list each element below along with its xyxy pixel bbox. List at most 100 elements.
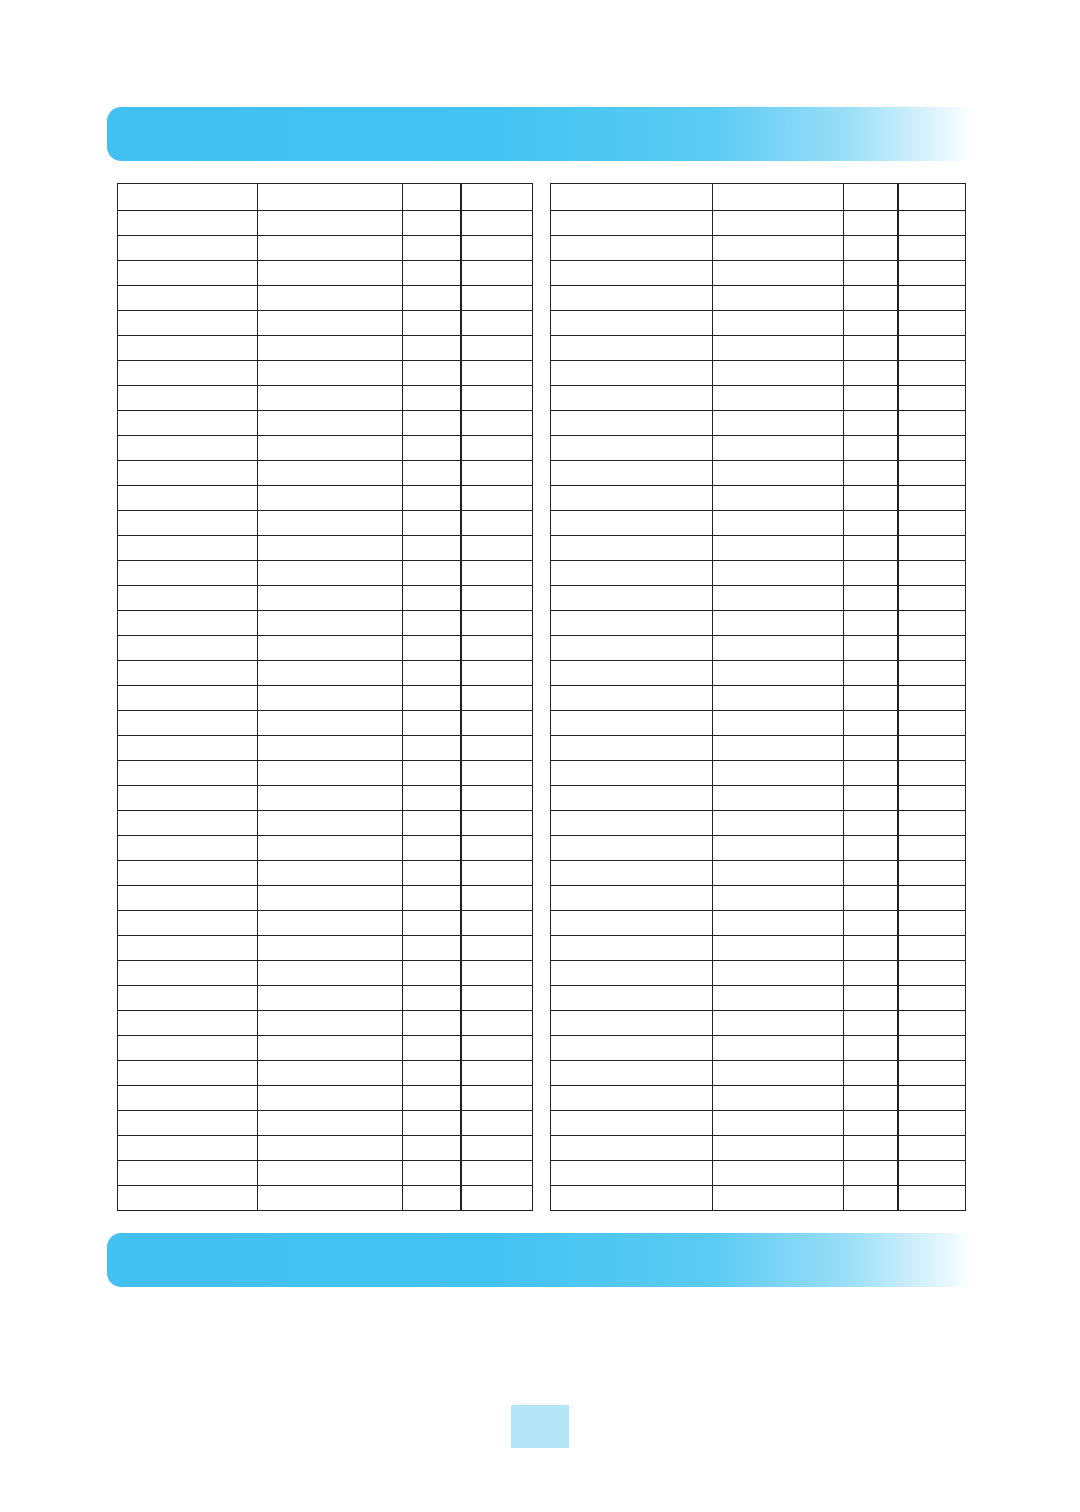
table-cell bbox=[843, 660, 898, 686]
table-cell bbox=[257, 810, 403, 836]
table-cell bbox=[550, 735, 713, 761]
table-cell bbox=[712, 710, 844, 736]
table-row bbox=[117, 485, 533, 511]
table-cell bbox=[896, 860, 966, 886]
table-cell bbox=[459, 985, 533, 1011]
table-row bbox=[117, 510, 533, 536]
table-row bbox=[550, 485, 966, 511]
table-cell bbox=[843, 435, 898, 461]
table-cell bbox=[459, 785, 533, 811]
table-cell bbox=[402, 560, 461, 586]
table-row bbox=[117, 685, 533, 711]
table-cell bbox=[896, 810, 966, 836]
table-row bbox=[117, 360, 533, 386]
table-cell bbox=[257, 585, 403, 611]
table-cell bbox=[896, 910, 966, 936]
table-cell bbox=[550, 335, 713, 361]
table-cell bbox=[712, 985, 844, 1011]
table-row bbox=[550, 235, 966, 261]
table-cell bbox=[896, 785, 966, 811]
table-cell bbox=[459, 1185, 533, 1211]
table-cell bbox=[117, 710, 258, 736]
table-cell bbox=[459, 760, 533, 786]
table-cell bbox=[257, 335, 403, 361]
table-cell bbox=[459, 860, 533, 886]
table-cell bbox=[712, 1010, 844, 1036]
table-cell bbox=[896, 1160, 966, 1186]
table-cell bbox=[712, 410, 844, 436]
table-cell bbox=[257, 635, 403, 661]
table-row bbox=[117, 1010, 533, 1036]
table-cell bbox=[459, 535, 533, 561]
table-cell bbox=[402, 510, 461, 536]
table-row bbox=[117, 385, 533, 411]
table-cell bbox=[843, 885, 898, 911]
table-cell bbox=[402, 210, 461, 236]
table-cell bbox=[117, 335, 258, 361]
table-row bbox=[550, 960, 966, 986]
table-cell bbox=[550, 710, 713, 736]
table-cell bbox=[843, 260, 898, 286]
table-row bbox=[117, 810, 533, 836]
table-cell bbox=[712, 335, 844, 361]
table-row bbox=[117, 460, 533, 486]
table-cell bbox=[459, 410, 533, 436]
table-cell bbox=[459, 310, 533, 336]
table-row bbox=[117, 635, 533, 661]
table-cell bbox=[402, 385, 461, 411]
table-cell bbox=[459, 910, 533, 936]
table-row bbox=[117, 260, 533, 286]
table-cell bbox=[896, 1010, 966, 1036]
table-cell bbox=[402, 1135, 461, 1161]
table-cell bbox=[550, 210, 713, 236]
table-cell bbox=[896, 510, 966, 536]
table-cell bbox=[896, 610, 966, 636]
table-cell bbox=[843, 210, 898, 236]
table-cell bbox=[712, 1135, 844, 1161]
table-cell bbox=[402, 960, 461, 986]
table-row bbox=[550, 260, 966, 286]
table-cell bbox=[402, 1110, 461, 1136]
table-row bbox=[117, 435, 533, 461]
table-cell bbox=[402, 735, 461, 761]
table-cell bbox=[257, 1060, 403, 1086]
table-cell bbox=[550, 560, 713, 586]
table-cell bbox=[550, 960, 713, 986]
table-cell bbox=[402, 810, 461, 836]
table-cell bbox=[459, 585, 533, 611]
table-cell bbox=[712, 235, 844, 261]
table-cell bbox=[459, 485, 533, 511]
table-cell bbox=[843, 460, 898, 486]
table-cell bbox=[896, 560, 966, 586]
table-cell bbox=[117, 1110, 258, 1136]
table-cell bbox=[550, 785, 713, 811]
table-cell bbox=[117, 183, 258, 211]
table-right bbox=[550, 183, 966, 1211]
table-cell bbox=[459, 935, 533, 961]
table-cell bbox=[550, 660, 713, 686]
table-row bbox=[550, 885, 966, 911]
table-row bbox=[117, 735, 533, 761]
table-cell bbox=[459, 610, 533, 636]
table-cell bbox=[896, 710, 966, 736]
table-cell bbox=[843, 1035, 898, 1061]
table-cell bbox=[459, 560, 533, 586]
table-cell bbox=[117, 460, 258, 486]
table-cell bbox=[550, 1060, 713, 1086]
table-cell bbox=[459, 235, 533, 261]
table-cell bbox=[843, 860, 898, 886]
table-row bbox=[117, 235, 533, 261]
table-cell bbox=[843, 685, 898, 711]
table-cell bbox=[459, 835, 533, 861]
table-row bbox=[117, 910, 533, 936]
table-cell bbox=[257, 1135, 403, 1161]
table-row bbox=[550, 610, 966, 636]
table-row bbox=[117, 1160, 533, 1186]
table-cell bbox=[896, 735, 966, 761]
table-row bbox=[117, 710, 533, 736]
table-cell bbox=[117, 735, 258, 761]
table-row bbox=[117, 1035, 533, 1061]
table-cell bbox=[843, 235, 898, 261]
table-row bbox=[117, 310, 533, 336]
table-cell bbox=[843, 585, 898, 611]
